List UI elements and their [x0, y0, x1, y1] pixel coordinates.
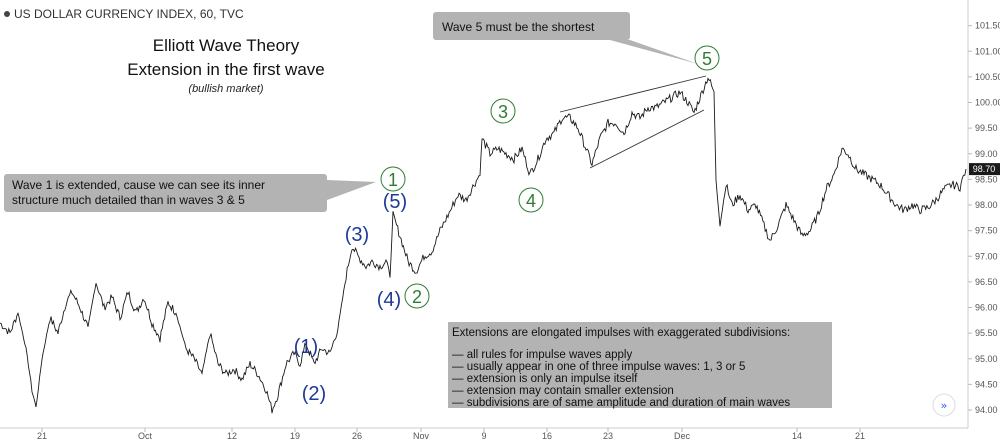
time-tick-label: 14	[792, 431, 802, 440]
price-tick-label: 101.50	[975, 21, 1000, 31]
time-tick-label: 21	[37, 431, 47, 440]
wave-label-major-4: 4	[518, 187, 544, 213]
price-tick-label: 99.00	[975, 149, 998, 159]
time-tick-label: 26	[352, 431, 362, 440]
last-price-label: 98.70	[973, 164, 996, 174]
symbol-title: US DOLLAR CURRENCY INDEX, 60, TVC	[14, 7, 244, 21]
wave-label-major-5: 5	[694, 45, 720, 71]
svg-text:3: 3	[498, 102, 508, 122]
price-tick-label: 94.50	[975, 379, 998, 389]
time-tick-label: 19	[290, 431, 300, 440]
time-tick-label: 21	[855, 431, 865, 440]
last-price-tag: 98.70	[969, 163, 1000, 176]
wave-label-minor-5: (5)	[383, 191, 407, 213]
time-tick-label: Oct	[138, 431, 153, 440]
time-tick-label: 12	[227, 431, 237, 440]
time-tick-label: 16	[542, 431, 552, 440]
price-tick-label: 97.00	[975, 251, 998, 261]
wave1-callout: Wave 1 is extended, cause we can see its…	[4, 174, 376, 212]
notes-item: — subdivisions are of same amplitude and…	[452, 397, 790, 409]
chart-subtitle: (bullish market)	[188, 83, 264, 95]
wave-label-major-2: 2	[404, 283, 430, 309]
scroll-to-latest-button[interactable]: »	[932, 393, 956, 417]
svg-text:2: 2	[412, 287, 422, 307]
price-tick-label: 101.00	[975, 46, 1000, 56]
price-tick-label: 95.50	[975, 328, 998, 338]
wave5-callout: Wave 5 must be the shortest	[433, 12, 698, 64]
symbol-dot-icon	[4, 11, 10, 17]
svg-text:4: 4	[526, 191, 536, 211]
notes-item: — extension is only an impulse itself	[452, 373, 638, 385]
wave1-callout-line-1: Wave 1 is extended, cause we can see its…	[12, 178, 265, 192]
svg-text:5: 5	[702, 49, 712, 69]
svg-text:1: 1	[388, 170, 398, 190]
extension-notes: Extensions are elongated impulses with e…	[448, 322, 832, 409]
wave-label-minor-1: (1)	[294, 336, 318, 358]
wave1-callout-line-2: structure much detailed than in waves 3 …	[12, 193, 245, 207]
price-tick-label: 98.50	[975, 174, 998, 184]
price-tick-label: 95.00	[975, 354, 998, 364]
notes-item: — extension may contain smaller extensio…	[452, 385, 674, 397]
channel-upper-line	[559, 75, 707, 113]
price-tick-label: 100.00	[975, 98, 1000, 108]
double-chevron-right-icon: »	[941, 399, 948, 412]
price-tick-label: 94.00	[975, 405, 998, 415]
price-tick-label: 97.50	[975, 226, 998, 236]
headline-line-2: Extension in the first wave	[127, 60, 324, 79]
wave-label-major-1: 1	[380, 166, 406, 192]
wave-label-minor-3: (3)	[345, 224, 369, 246]
price-tick-label: 99.50	[975, 123, 998, 133]
wave-label-minor-4: (4)	[377, 289, 401, 311]
time-tick-label: Dec	[674, 431, 691, 440]
time-tick-label: 23	[603, 431, 613, 440]
time-axis: 21 Oct 12 19 26 Nov 9 16 23 Dec 14 21	[37, 428, 865, 440]
wave5-callout-text: Wave 5 must be the shortest	[442, 20, 595, 34]
wave-label-minor-2: (2)	[302, 383, 326, 405]
notes-item: — all rules for impulse waves apply	[452, 349, 632, 361]
price-tick-label: 98.00	[975, 200, 998, 210]
time-tick-label: Nov	[413, 431, 430, 440]
price-series	[0, 77, 967, 414]
wave-label-major-3: 3	[490, 98, 516, 124]
price-tick-label: 96.00	[975, 303, 998, 313]
price-axis: 94.00 94.50 95.00 95.50 96.00 96.50 97.00 97.50…	[968, 21, 1000, 415]
notes-heading: Extensions are elongated impulses with e…	[452, 327, 790, 339]
notes-item: — usually appear in one of three impulse…	[452, 361, 745, 373]
time-tick-label: 9	[481, 431, 486, 440]
price-tick-label: 96.50	[975, 277, 998, 287]
headline-line-1: Elliott Wave Theory	[153, 36, 300, 55]
price-tick-label: 100.50	[975, 72, 1000, 82]
channel-lower-line	[589, 109, 705, 169]
